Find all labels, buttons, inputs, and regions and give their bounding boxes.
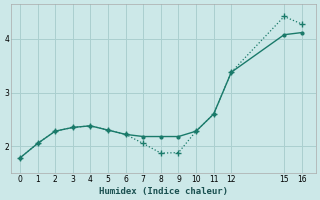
X-axis label: Humidex (Indice chaleur): Humidex (Indice chaleur) (99, 187, 228, 196)
